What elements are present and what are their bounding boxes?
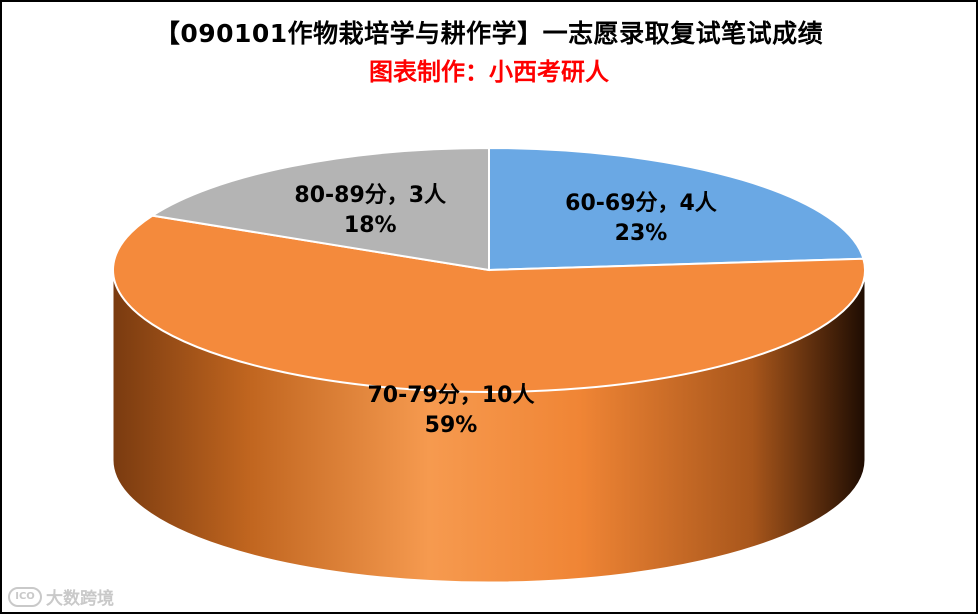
- percent-label-60-69分: 23%: [615, 221, 668, 246]
- chart-subtitle: 图表制作：小西考研人: [369, 58, 609, 86]
- data-label-60-69分: 60-69分，4人: [565, 191, 717, 216]
- watermark: ICO 大数跨境: [8, 584, 114, 609]
- data-label-80-89分: 80-89分，3人: [294, 183, 446, 208]
- chart-title: 【090101作物栽培学与耕作学】一志愿录取复试笔试成绩: [154, 19, 824, 48]
- percent-label-80-89分: 18%: [344, 213, 397, 238]
- pie-labels: 60-69分，4人 23% 70-79分，10人 59% 80-89分，3人 18%: [294, 183, 716, 438]
- pie-top: [112, 146, 866, 393]
- pie-slice-60-69分: [488, 146, 865, 272]
- watermark-text: 大数跨境: [46, 589, 114, 609]
- pie-slice-80-89分: [149, 146, 490, 272]
- pie-slice-70-79分: [112, 214, 866, 393]
- percent-label-70-79分: 59%: [425, 413, 478, 438]
- watermark-logo-icon: ICO: [8, 586, 42, 607]
- data-label-70-79分: 70-79分，10人: [368, 383, 535, 408]
